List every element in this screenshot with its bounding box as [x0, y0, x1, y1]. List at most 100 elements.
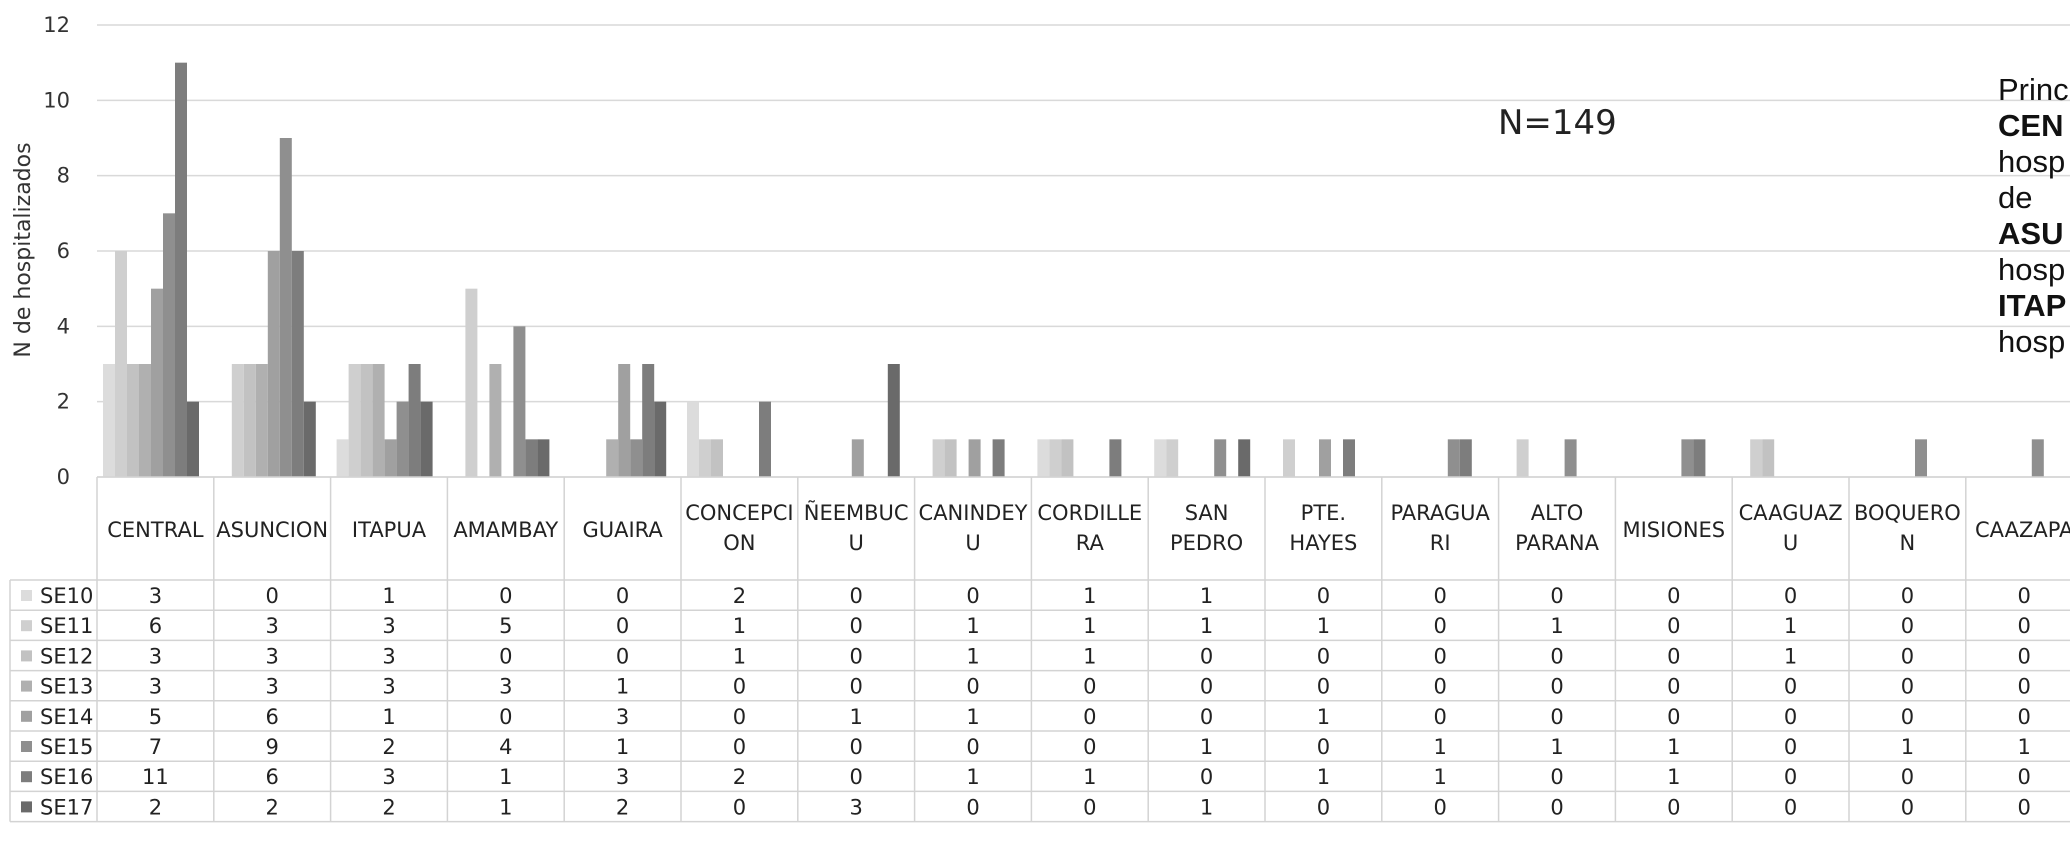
table-cell-value: 0	[1784, 735, 1797, 759]
bar	[851, 439, 864, 477]
bar	[618, 364, 631, 477]
table-cell-value: 2	[382, 795, 395, 819]
category-label: ALTO	[1531, 501, 1584, 525]
table-cell-value: 0	[966, 735, 979, 759]
table-cell-value: 2	[616, 795, 629, 819]
table-cell-value: 5	[499, 614, 512, 638]
legend-label: SE16	[40, 765, 93, 789]
table-cell-value: 0	[850, 584, 863, 608]
bar	[1516, 439, 1529, 477]
bar	[525, 439, 538, 477]
table-cell-value: 0	[850, 675, 863, 699]
table-cell-value: 0	[850, 614, 863, 638]
bar	[1762, 439, 1775, 477]
category-label: GUAIRA	[582, 518, 663, 542]
bar	[465, 288, 478, 477]
category-label: PEDRO	[1170, 531, 1243, 555]
table-cell-value: 0	[1667, 705, 1680, 729]
bar	[992, 439, 1005, 477]
table-cell-value: 0	[1550, 765, 1563, 789]
table-cell-value: 1	[1550, 614, 1563, 638]
bar	[279, 138, 292, 477]
table-cell-value: 0	[733, 705, 746, 729]
y-axis-ticks: 0 2 4 6 8 10 12	[43, 13, 70, 489]
table-cell-value: 0	[2018, 584, 2031, 608]
table-cell-value: 0	[1667, 614, 1680, 638]
table-cell-value: 0	[2018, 795, 2031, 819]
table-cell-value: 0	[499, 584, 512, 608]
bar	[1061, 439, 1074, 477]
bar	[699, 439, 711, 477]
table-cell-value: 0	[1550, 644, 1563, 668]
table-cell-value: 3	[382, 614, 395, 638]
bar	[1283, 439, 1295, 477]
bar	[642, 364, 655, 477]
category-label: CONCEPCI	[685, 501, 793, 525]
bar	[1343, 439, 1355, 477]
table-cell-value: 0	[266, 584, 279, 608]
side-note-line: de	[1998, 180, 2033, 215]
bar	[513, 326, 526, 477]
table-cell-value: 0	[1901, 675, 1914, 699]
bar	[1037, 439, 1050, 477]
data-table: CENTRAL ASUNCION ITAPUA AMAMBAY GUAIRA CONCEP…	[9, 476, 2070, 823]
table-cell-value: 1	[1317, 765, 1330, 789]
table-cell-value: 0	[1667, 675, 1680, 699]
table-cell-value: 1	[1083, 765, 1096, 789]
table-cell-value: 0	[1434, 675, 1447, 699]
bar	[1915, 439, 1927, 477]
bar	[944, 439, 957, 477]
y-tick-label: 10	[43, 88, 70, 112]
table-cell-value: 1	[1200, 584, 1213, 608]
bar	[537, 439, 550, 477]
bar	[1447, 439, 1460, 477]
legend-label: SE14	[40, 705, 93, 729]
table-cell-value: 3	[616, 705, 629, 729]
table-cell-value: 11	[142, 765, 169, 789]
table-cell-value: 0	[1784, 584, 1797, 608]
bar	[630, 439, 643, 477]
table-cell-value: 0	[1200, 675, 1213, 699]
table-cell-value: 5	[149, 705, 162, 729]
gridlines	[97, 24, 2070, 478]
table-cell-value: 1	[1317, 705, 1330, 729]
table-cell-value: 3	[850, 795, 863, 819]
legend-swatch	[21, 680, 32, 692]
table-cell-value: 0	[2018, 705, 2031, 729]
table-cell-value: 1	[966, 765, 979, 789]
bar	[187, 401, 199, 477]
bar	[1154, 439, 1167, 477]
bar	[1238, 439, 1251, 477]
n-annotation: N=149	[1498, 103, 1617, 143]
bar	[887, 364, 900, 477]
bar	[489, 364, 502, 477]
bar	[2031, 439, 2044, 477]
category-label: ITAPUA	[352, 518, 427, 542]
category-label: ASUNCION	[216, 518, 328, 542]
table-cell-value: 0	[966, 795, 979, 819]
category-label: RI	[1430, 531, 1451, 555]
bar	[336, 439, 349, 477]
table-cell-value: 0	[1901, 644, 1914, 668]
table-cell-value: 7	[149, 735, 162, 759]
category-label: RA	[1076, 531, 1105, 555]
table-cell-value: 0	[1434, 614, 1447, 638]
table-cell-value: 1	[382, 705, 395, 729]
table-cell-value: 0	[1434, 644, 1447, 668]
table-cell-value: 2	[733, 765, 746, 789]
legend-swatch	[21, 741, 32, 752]
table-cell-value: 0	[966, 584, 979, 608]
table-cell-value: 9	[266, 735, 279, 759]
table-cell-value: 2	[149, 795, 162, 819]
legend-swatch	[21, 771, 32, 783]
bar	[243, 364, 256, 477]
table-cell-value: 0	[1317, 584, 1330, 608]
table-cell-value: 6	[266, 705, 279, 729]
category-label: PARAGUA	[1390, 501, 1490, 525]
legend-label: SE15	[40, 735, 93, 759]
table-cell-value: 1	[616, 675, 629, 699]
category-label: HAYES	[1289, 531, 1357, 555]
table-cell-value: 0	[1667, 644, 1680, 668]
legend-swatch	[21, 801, 32, 813]
bar	[127, 364, 139, 477]
